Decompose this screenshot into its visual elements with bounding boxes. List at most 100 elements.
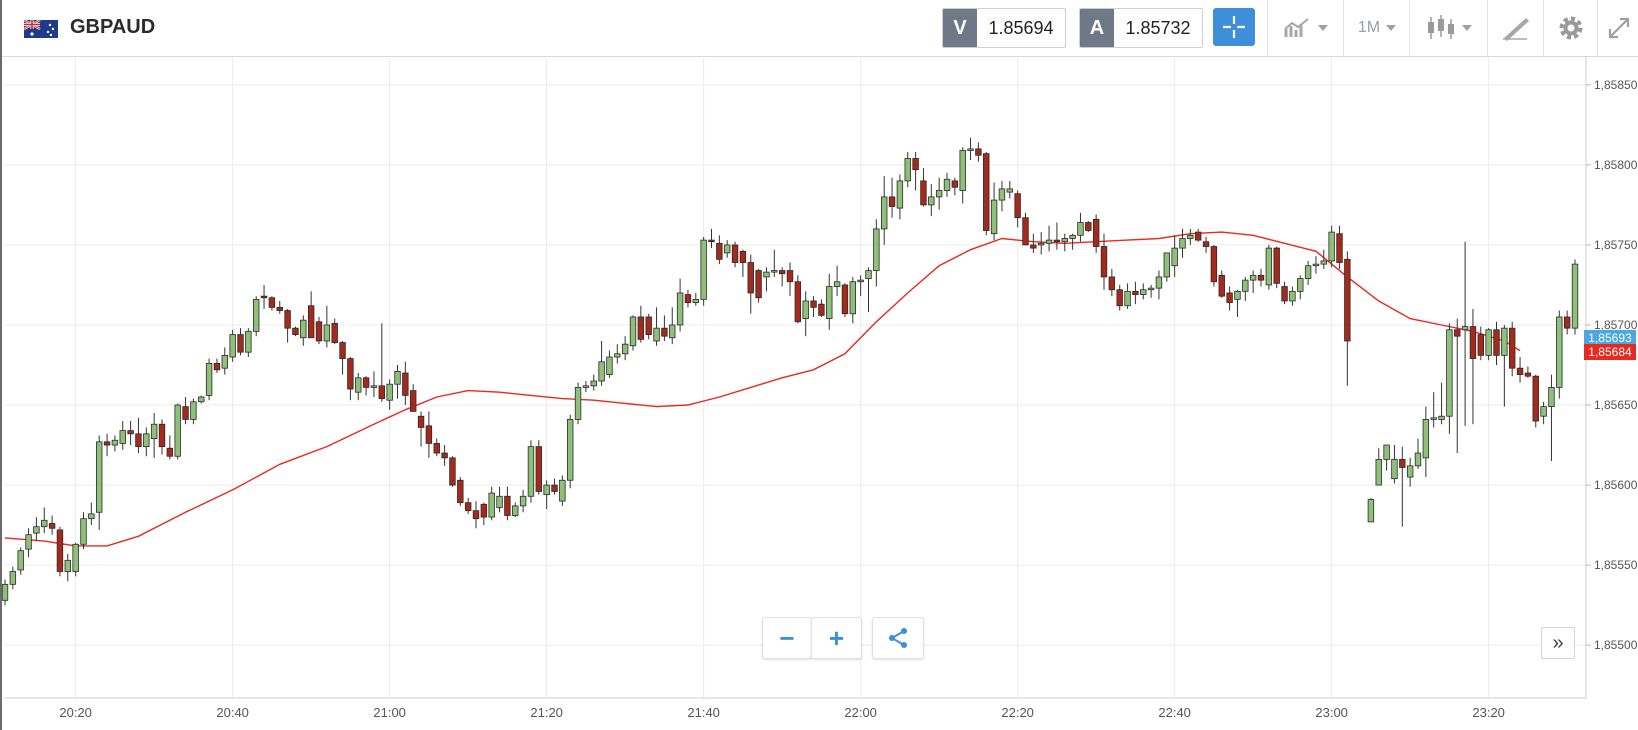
crosshair-button[interactable]: [1213, 8, 1255, 46]
bid-price-button[interactable]: V 1.85694: [942, 8, 1066, 48]
candle-up: [25, 528, 32, 558]
candle-body: [865, 270, 872, 279]
candle-up: [370, 371, 378, 398]
candle-body: [457, 479, 464, 504]
candle-body: [1234, 290, 1241, 300]
chevron-down-icon: [1318, 25, 1328, 31]
candle-body: [810, 300, 817, 308]
candle-body: [1493, 329, 1500, 356]
candle-body: [402, 372, 409, 396]
candle-up: [1187, 228, 1194, 245]
candle-body: [237, 334, 244, 353]
candle-up: [1163, 252, 1170, 282]
candle-up: [1571, 259, 1579, 335]
candle-up: [1328, 225, 1335, 268]
candle-up: [1438, 382, 1445, 425]
candle-down: [268, 296, 276, 311]
candle-down: [56, 526, 64, 577]
candle-up: [1312, 256, 1320, 274]
candle-down: [1202, 236, 1210, 253]
candle-down: [1493, 321, 1500, 365]
scroll-to-latest-button[interactable]: »: [1541, 627, 1575, 659]
drawing-tools-button[interactable]: [1487, 0, 1544, 56]
candle-up: [1304, 260, 1312, 285]
candle-up: [488, 486, 495, 521]
candle-up: [928, 184, 935, 217]
candle-body: [370, 385, 378, 388]
candle-body: [449, 457, 456, 486]
chart-type-button[interactable]: [1409, 0, 1488, 56]
candle-body: [1006, 188, 1013, 193]
candle-up: [519, 489, 527, 513]
settings-button[interactable]: [1543, 0, 1598, 56]
zoom-in-button[interactable]: +: [811, 617, 862, 659]
timeframe-label: 1M: [1357, 19, 1381, 36]
gb-au-flag-icon: [24, 20, 58, 38]
candle-up: [935, 177, 943, 210]
candle-body: [1336, 233, 1343, 263]
candle-body: [951, 180, 959, 188]
candle-up: [621, 336, 629, 361]
candle-up: [1391, 445, 1398, 484]
indicators-button[interactable]: [1267, 0, 1344, 56]
candle-body: [959, 150, 966, 191]
y-axis-labels: 1,85850 1,85800 1,85750 1,85700 1,85650 1,856…: [1586, 78, 1638, 652]
current-price-tag: 1,85693: [1584, 330, 1636, 346]
candle-down: [1454, 318, 1461, 454]
candle-body: [676, 292, 684, 326]
candle-down: [378, 323, 385, 402]
candle-up: [826, 273, 833, 330]
candle-body: [378, 385, 385, 400]
candle-body: [1226, 292, 1233, 303]
candle-down: [1218, 270, 1225, 298]
candle-up: [614, 344, 621, 364]
candle-body: [174, 404, 181, 457]
candle-body: [1187, 234, 1194, 239]
candle-body: [881, 196, 888, 230]
timeframe-selector[interactable]: 1M: [1343, 0, 1410, 56]
candle-up: [574, 382, 582, 425]
candle-down: [551, 478, 558, 495]
candle-body: [1281, 286, 1288, 302]
candle-up: [896, 174, 904, 220]
candle-body: [1430, 417, 1437, 420]
candle-body: [559, 479, 566, 502]
candle-up: [119, 421, 126, 450]
candle-body: [739, 250, 747, 263]
candle-body: [1399, 459, 1406, 468]
ask-price-button[interactable]: A 1.85732: [1079, 8, 1203, 48]
candle-up: [394, 364, 401, 399]
candle-up: [959, 147, 966, 204]
candle-up: [252, 296, 260, 337]
candle-body: [582, 385, 590, 388]
candle-up: [355, 372, 362, 401]
candle-body: [621, 343, 629, 355]
candle-body: [229, 334, 236, 358]
candle-body: [315, 321, 323, 342]
candle-body: [347, 358, 354, 390]
ask-label: A: [1080, 9, 1114, 47]
candle-up: [300, 315, 307, 346]
candle-up: [323, 305, 331, 348]
candle-up: [700, 236, 707, 306]
candle-down: [1469, 308, 1477, 425]
candle-body: [802, 300, 809, 319]
candle-body: [708, 239, 715, 243]
fullscreen-button[interactable]: [1597, 0, 1638, 56]
candle-down: [1509, 321, 1516, 377]
candle-body: [904, 158, 911, 182]
candle-body: [778, 270, 786, 275]
candle-body: [1108, 276, 1116, 291]
candle-down: [1281, 281, 1288, 305]
share-button[interactable]: [872, 617, 924, 659]
candle-down: [1108, 268, 1116, 297]
candle-down: [535, 440, 542, 495]
candle-down: [260, 284, 268, 309]
candle-body: [763, 271, 770, 278]
candle-body: [1014, 193, 1021, 219]
zoom-out-button[interactable]: −: [762, 617, 812, 659]
candle-up: [1297, 275, 1304, 300]
candle-body: [873, 228, 880, 271]
ask-price: 1.85732: [1114, 9, 1202, 47]
candle-up: [724, 240, 731, 258]
